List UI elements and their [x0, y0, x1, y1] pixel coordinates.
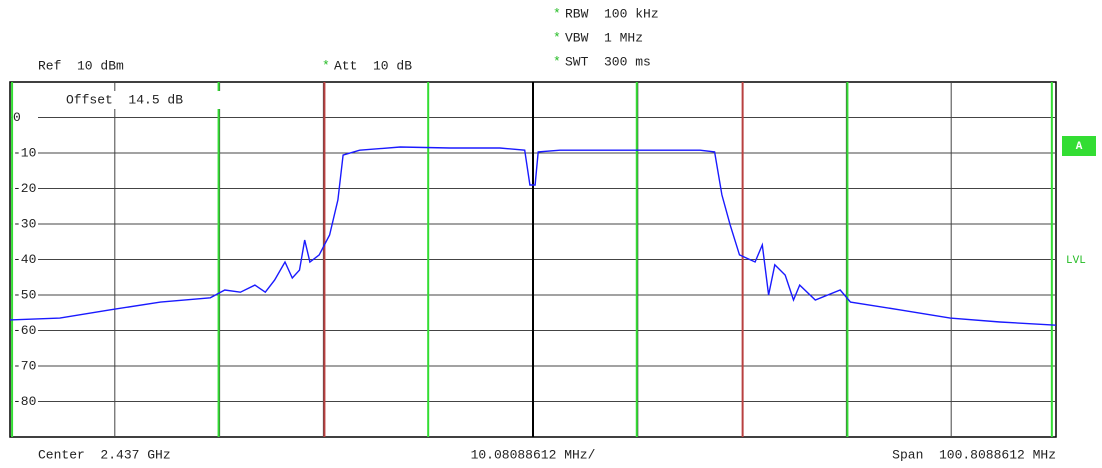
tick-label-bg: [12, 216, 38, 232]
y-tick-label: -40: [13, 252, 36, 267]
y-tick-label: -70: [13, 358, 36, 373]
tick-label-bg: [12, 251, 38, 268]
offset-bg: [62, 91, 222, 109]
y-tick-label: -10: [13, 145, 36, 160]
span: Span 100.8088612 MHz: [892, 447, 1056, 462]
trace-label: A: [1076, 141, 1083, 153]
y-tick-label: -30: [13, 216, 36, 231]
att-flag: *: [322, 58, 330, 73]
tick-label-bg: [12, 109, 38, 126]
y-tick-label: -50: [13, 287, 36, 302]
tick-label-bg: [12, 287, 38, 303]
setting-label: SWT 300 ms: [565, 54, 651, 69]
tick-label-bg: [12, 322, 38, 339]
trace-line: [9, 146, 1057, 326]
y-tick-label: 0: [13, 110, 21, 125]
y-tick-label: -60: [13, 323, 36, 338]
trace-badge: [1062, 136, 1096, 156]
setting-flag: *: [553, 54, 561, 69]
tick-label-bg: [12, 180, 38, 197]
y-tick-label: -80: [13, 394, 36, 409]
setting-flag: *: [553, 6, 561, 21]
tick-label-bg: [12, 393, 38, 410]
trace: [9, 146, 1057, 326]
setting-label: RBW 100 kHz: [565, 6, 659, 21]
setting-flag: *: [553, 30, 561, 45]
att-label: Att 10 dB: [334, 58, 412, 73]
markers: [11, 82, 1053, 437]
tick-label-bg: [12, 145, 38, 161]
setting-label: VBW 1 MHz: [565, 30, 643, 45]
center-freq: Center 2.437 GHz: [38, 447, 171, 462]
level-label: LVL: [1066, 255, 1086, 267]
y-tick-label: -20: [13, 181, 36, 196]
tick-label-bg: [12, 358, 38, 374]
per-division: 10.08088612 MHz/: [471, 447, 596, 462]
ref-level: Ref 10 dBm: [38, 58, 124, 73]
offset: Offset 14.5 dB: [66, 92, 183, 107]
